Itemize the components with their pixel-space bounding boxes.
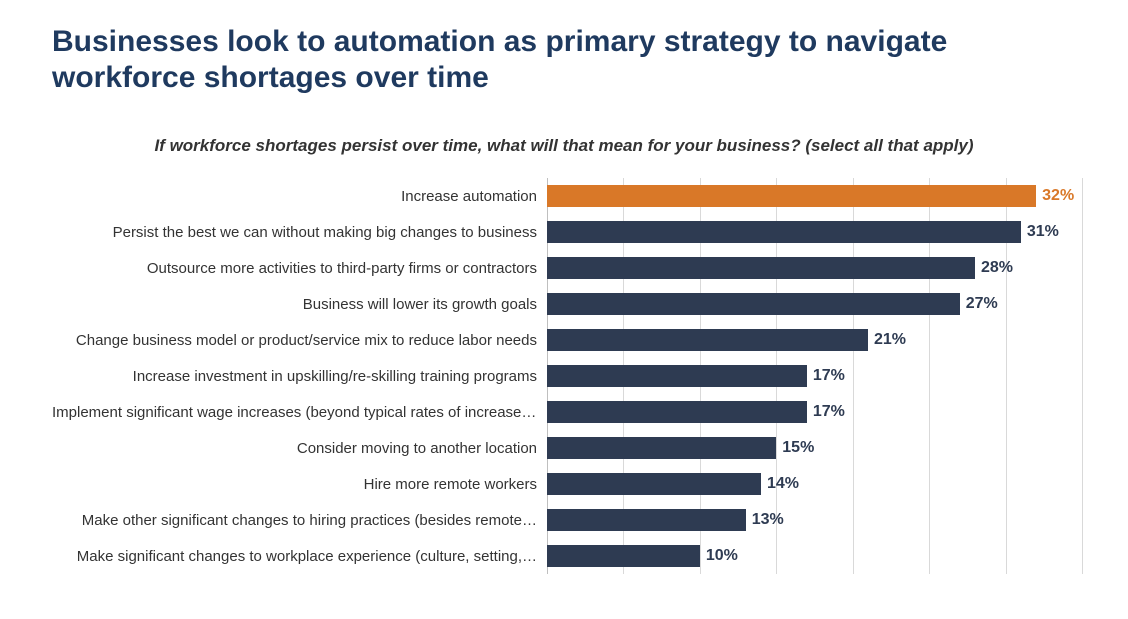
data-label: 31% (1027, 214, 1059, 250)
bar-zone: 15% (547, 430, 1082, 466)
bar (547, 293, 960, 315)
bar-container: 15% (547, 430, 1082, 466)
chart-row: Hire more remote workers 14% (52, 466, 1082, 502)
bar-container: 14% (547, 466, 1082, 502)
chart-row: Make other significant changes to hiring… (52, 502, 1082, 538)
data-label: 27% (966, 286, 998, 322)
bar (547, 545, 700, 567)
chart-row: Consider moving to another location 15% (52, 430, 1082, 466)
category-label: Outsource more activities to third-party… (52, 260, 547, 277)
bar (547, 329, 868, 351)
bar-container: 10% (547, 538, 1082, 574)
bar-chart: Increase automation 32% Persist the best w… (52, 178, 1082, 574)
bar-zone: 32% (547, 178, 1082, 214)
chart-row: Make significant changes to workplace ex… (52, 538, 1082, 574)
bar-zone: 27% (547, 286, 1082, 322)
chart-row: Persist the best we can without making b… (52, 214, 1082, 250)
chart-row: Outsource more activities to third-party… (52, 250, 1082, 286)
chart-row: Change business model or product/service… (52, 322, 1082, 358)
bar-zone: 21% (547, 322, 1082, 358)
data-label: 14% (767, 466, 799, 502)
category-label: Implement significant wage increases (be… (52, 404, 547, 421)
data-label: 21% (874, 322, 906, 358)
bar-container: 28% (547, 250, 1082, 286)
category-label: Make significant changes to workplace ex… (52, 548, 547, 565)
bar-container: 32% (547, 178, 1082, 214)
bar (547, 401, 807, 423)
page: Businesses look to automation as primary… (0, 0, 1128, 619)
bar-zone: 13% (547, 502, 1082, 538)
category-label: Increase investment in upskilling/re-ski… (52, 368, 547, 385)
category-label: Business will lower its growth goals (52, 296, 547, 313)
bar-zone: 10% (547, 538, 1082, 574)
data-label: 10% (706, 538, 738, 574)
chart-row: Business will lower its growth goals 27% (52, 286, 1082, 322)
bar-container: 27% (547, 286, 1082, 322)
data-label: 32% (1042, 178, 1074, 214)
bar (547, 365, 807, 387)
category-label: Make other significant changes to hiring… (52, 512, 547, 529)
category-label: Increase automation (52, 188, 547, 205)
data-label: 13% (752, 502, 784, 538)
bar-container: 21% (547, 322, 1082, 358)
bar (547, 185, 1036, 207)
bar (547, 221, 1021, 243)
category-label: Change business model or product/service… (52, 332, 547, 349)
bar-container: 17% (547, 394, 1082, 430)
chart-row: Increase automation 32% (52, 178, 1082, 214)
bar-zone: 17% (547, 358, 1082, 394)
bar-zone: 31% (547, 214, 1082, 250)
bar (547, 437, 776, 459)
bar-zone: 17% (547, 394, 1082, 430)
category-label: Consider moving to another location (52, 440, 547, 457)
bar-zone: 14% (547, 466, 1082, 502)
bar (547, 509, 746, 531)
category-label: Hire more remote workers (52, 476, 547, 493)
chart-subtitle: If workforce shortages persist over time… (52, 136, 1076, 156)
data-label: 28% (981, 250, 1013, 286)
data-label: 15% (782, 430, 814, 466)
bar (547, 473, 761, 495)
bar-zone: 28% (547, 250, 1082, 286)
data-label: 17% (813, 358, 845, 394)
bar (547, 257, 975, 279)
bar-container: 13% (547, 502, 1082, 538)
chart-row: Implement significant wage increases (be… (52, 394, 1082, 430)
chart-row: Increase investment in upskilling/re-ski… (52, 358, 1082, 394)
chart-title: Businesses look to automation as primary… (52, 24, 1032, 96)
gridline (1082, 178, 1083, 574)
data-label: 17% (813, 394, 845, 430)
bar-container: 17% (547, 358, 1082, 394)
category-label: Persist the best we can without making b… (52, 224, 547, 241)
bar-container: 31% (547, 214, 1082, 250)
